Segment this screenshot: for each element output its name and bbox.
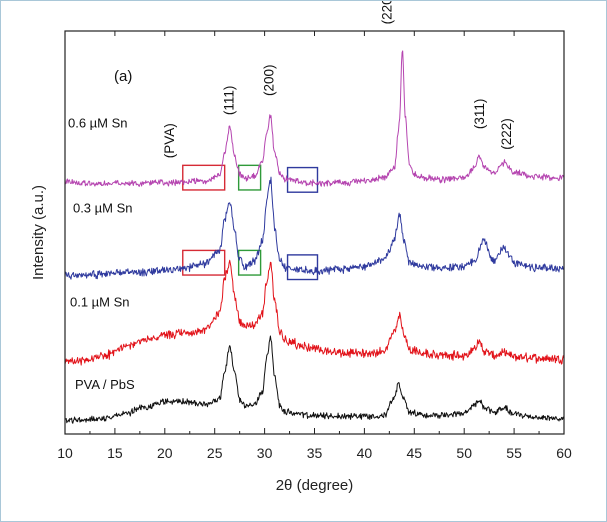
series-label: PVA / PbS	[75, 377, 135, 392]
peak-label: (200)	[262, 64, 277, 96]
highlight-boxes	[182, 164, 319, 281]
x-tick-label: 40	[357, 445, 373, 461]
x-tick-label: 30	[257, 445, 273, 461]
series-line	[64, 335, 565, 424]
highlight-box	[237, 249, 262, 276]
series-line	[64, 50, 565, 187]
x-tick-label: 10	[57, 445, 73, 461]
x-ticks: 10 15 20 25 30 35 40 45 50 55 60	[57, 31, 572, 461]
x-axis-title: 2θ (degree)	[276, 477, 354, 494]
x-tick-label: 55	[506, 445, 522, 461]
series-line	[64, 259, 565, 366]
x-tick-label: 20	[157, 445, 173, 461]
x-tick-label: 60	[556, 445, 572, 461]
series-line	[64, 176, 565, 280]
peak-label: (311)	[472, 99, 487, 130]
x-tick-label: 45	[407, 445, 423, 461]
peak-label: (111)	[222, 86, 237, 116]
highlight-box	[182, 164, 226, 191]
x-tick-label: 25	[207, 445, 223, 461]
x-tick-label: 50	[456, 445, 472, 461]
panel-label: (a)	[114, 68, 132, 85]
y-axis-title: Intensity (a.u.)	[30, 185, 47, 280]
peak-annotations: (PVA) (111) (200) (220) (311) (222)	[162, 1, 514, 158]
x-tick-label: 15	[107, 445, 123, 461]
highlight-box	[286, 254, 319, 281]
series-label: 0.1 µM Sn	[70, 294, 130, 309]
peak-label: (222)	[499, 118, 514, 150]
peak-label: (220)	[379, 1, 394, 24]
peak-label: (PVA)	[162, 123, 177, 158]
axes-frame	[64, 30, 565, 435]
highlight-box	[237, 164, 262, 191]
highlight-box	[182, 249, 226, 276]
series-label: 0.3 µM Sn	[73, 200, 133, 215]
series-label: 0.6 µM Sn	[68, 115, 128, 130]
series-layer	[64, 50, 565, 424]
x-tick-label: 35	[307, 445, 323, 461]
series-labels: 0.6 µM Sn 0.3 µM Sn 0.1 µM Sn PVA / PbS	[68, 115, 135, 392]
